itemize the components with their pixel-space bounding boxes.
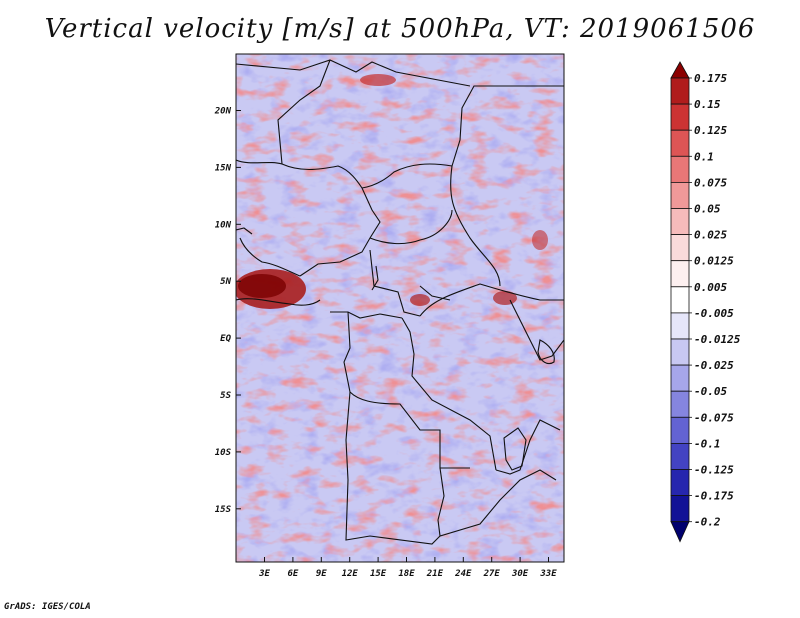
colorbar-label: -0.075 [694, 411, 734, 424]
colorbar-swatch [670, 469, 690, 497]
colorbar-label: -0.2 [694, 516, 721, 529]
colorbar-swatch [670, 416, 690, 444]
lon-tick-label: 15E [370, 569, 387, 579]
colorbar-bottom-arrow [670, 521, 690, 543]
colorbar-label: -0.175 [694, 490, 734, 503]
colorbar-label: 0.1 [694, 150, 714, 163]
lat-tick-label: 15N [215, 163, 232, 173]
colorbar-swatch [670, 208, 690, 236]
lat-tick-label: 10N [215, 220, 232, 230]
colorbar-label: -0.05 [694, 385, 727, 398]
lon-tick-label: 12E [342, 569, 359, 579]
colorbar-swatch [670, 129, 690, 157]
lon-axis: 3E 6E 9E 12E 15E 18E 21E 24E 27E 30E 33E [258, 557, 557, 579]
lat-tick-label: 20N [214, 107, 232, 117]
lon-tick-label: 21E [426, 569, 444, 579]
lon-tick-label: 27E [483, 569, 501, 579]
lon-tick-label: 33E [539, 569, 557, 579]
colorbar-swatch [670, 338, 690, 366]
colorbar-label: -0.0125 [694, 333, 741, 346]
colorbar-swatch [670, 312, 690, 340]
colorbar-top-arrow [670, 61, 690, 79]
colorbar-swatch [670, 260, 690, 288]
lat-tick-label: 10S [215, 448, 232, 458]
colorbar-label: 0.15 [694, 98, 721, 111]
lat-tick-label: 15S [215, 505, 232, 515]
vertical-velocity-field [236, 54, 564, 562]
colorbar-swatch [670, 155, 690, 183]
lon-tick-label: 30E [511, 569, 529, 579]
colorbar-label: -0.005 [694, 307, 734, 320]
country-boundaries [236, 59, 564, 545]
colorbar-label: 0.075 [694, 176, 727, 189]
colorbar-label: -0.025 [694, 359, 734, 372]
map-frame [235, 53, 565, 563]
colorbar-label: 0.005 [694, 281, 727, 294]
lon-tick-label: 3E [258, 569, 270, 579]
lon-tick-label: 6E [287, 569, 298, 579]
grads-credit: GrADS: IGES/COLA [4, 602, 91, 612]
colorbar-label: 0.025 [694, 229, 727, 242]
colorbar-label: -0.1 [694, 437, 721, 450]
colorbar-swatch [670, 442, 690, 470]
colorbar-swatch [670, 390, 690, 418]
colorbar-swatch [670, 234, 690, 262]
lat-tick-label: 5N [220, 277, 231, 287]
lat-tick-label: EQ [220, 334, 231, 344]
colorbar: 0.175 0.15 0.125 0.1 0.075 0.05 0.025 0.0125 0.0… [670, 61, 741, 543]
chart-title: Vertical velocity [m/s] at 500hPa, VT: 2… [44, 14, 756, 44]
lon-tick-label: 9E [316, 569, 327, 579]
lat-axis: 20N 15N 10N 5N EQ 5S 10S 15S [214, 107, 241, 515]
colorbar-label: 0.175 [694, 72, 727, 85]
colorbar-label: 0.125 [694, 124, 727, 137]
colorbar-swatch [670, 181, 690, 209]
lat-tick-label: 5S [220, 391, 231, 401]
lon-tick-label: 24E [454, 569, 472, 579]
colorbar-swatch [670, 103, 690, 131]
colorbar-label: 0.0125 [694, 255, 734, 268]
colorbar-swatch [670, 495, 690, 523]
colorbar-swatch [670, 286, 690, 314]
lon-tick-label: 18E [398, 569, 415, 579]
colorbar-swatch [670, 77, 690, 105]
colorbar-label: -0.125 [694, 464, 734, 477]
colorbar-label: 0.05 [694, 203, 721, 216]
colorbar-swatch [670, 364, 690, 392]
